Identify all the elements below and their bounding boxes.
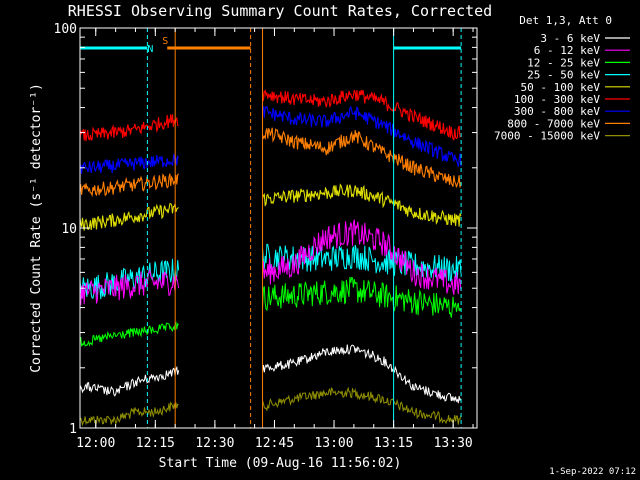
series-8 [80,386,462,427]
legend-label-2: 12 - 25 keV [527,56,600,69]
y-tick-label: 100 [54,22,77,37]
legend-label-0: 3 - 6 keV [540,32,600,45]
x-tick-label: 12:00 [76,436,115,451]
footer-timestamp: 1-Sep-2022 07:12 [549,467,636,477]
chart-title: RHESSI Observing Summary Count Rates, Co… [68,2,492,20]
y-tick-label: 10 [61,222,77,237]
series-line [80,153,180,175]
series-4 [80,183,462,231]
x-tick-label: 12:30 [195,436,234,451]
series-line [262,276,462,318]
x-tick-label: 12:45 [255,436,294,451]
x-tick-label: 12:15 [136,436,175,451]
series-line [80,321,179,347]
flag-N: N [147,44,153,55]
legend-label-6: 300 - 800 keV [514,105,600,118]
series-0 [80,344,462,404]
legend-label-5: 100 - 300 keV [514,93,600,106]
flag-S: S [162,36,168,47]
series-line [261,183,462,227]
series-line [262,386,462,425]
series-7 [80,127,462,198]
series-layer [80,89,462,427]
y-axis: 1 10 100 [54,22,477,437]
series-2 [80,276,462,347]
legend-label-4: 50 - 100 keV [521,81,601,94]
y-tick-label: 1 [69,422,77,437]
series-line [262,219,462,295]
series-line [80,258,180,300]
series-line [261,127,462,188]
series-line [261,89,462,141]
legend-label-3: 25 - 50 keV [527,69,600,82]
series-line [80,203,179,231]
x-axis: 12:00 12:15 12:30 12:45 13:00 13:15 13:30 [76,28,474,451]
legend-label-8: 7000 - 15000 keV [494,130,600,143]
overlay-layer: NS [79,28,462,428]
series-6 [80,105,462,175]
series-1 [80,219,462,306]
x-axis-label: Start Time (09-Aug-16 11:56:02) [159,456,402,471]
series-line [262,105,462,167]
series-line [80,114,179,142]
legend-title: Det 1,3, Att 0 [519,14,612,27]
series-line [80,173,179,198]
series-line [80,365,180,397]
series-line [262,344,462,404]
legend-label-7: 800 - 7000 keV [507,117,600,130]
x-tick-label: 13:15 [374,436,413,451]
series-line [80,401,179,427]
y-axis-label: Corrected Count Rate (s⁻¹ detector⁻¹) [29,83,44,373]
series-line [80,268,180,306]
series-5 [80,89,462,142]
legend-label-1: 6 - 12 keV [534,44,601,57]
x-tick-label: 13:00 [314,436,353,451]
x-tick-label: 13:30 [434,436,473,451]
